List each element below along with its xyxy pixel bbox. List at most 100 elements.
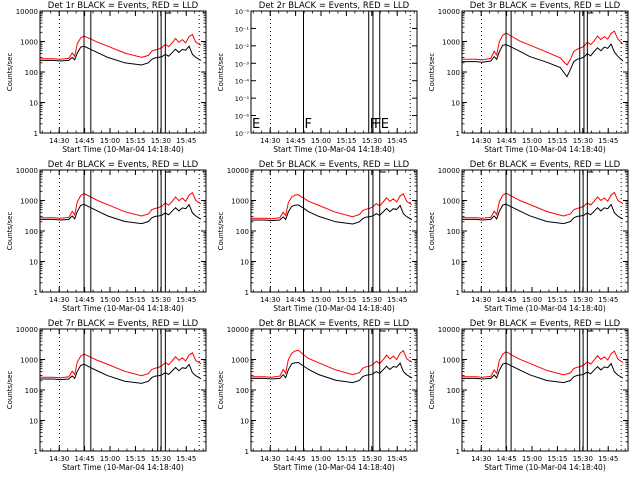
x-tick-label: 15:45 <box>176 296 196 304</box>
chart-panel-4: Det 4r BLACK = Events, RED = LLD 1 10 100 10… <box>6 160 207 313</box>
y-axis-label: Counts/sec <box>428 53 436 92</box>
plot-frame <box>39 328 207 452</box>
y-tick-label: 10 <box>240 259 249 267</box>
chart-title: Det 5r BLACK = Events, RED = LLD <box>259 160 410 170</box>
y-axis-label: Counts/sec <box>6 53 14 92</box>
y-tick-label: 1 <box>456 289 460 297</box>
y-tick-label: 10000 <box>227 167 249 175</box>
chart-title: Det 8r BLACK = Events, RED = LLD <box>259 319 410 329</box>
x-tick-label: 14:45 <box>497 455 517 463</box>
y-tick-label: 10⁻⁷ <box>235 130 250 138</box>
y-tick-label: 10 <box>240 418 249 426</box>
chart-panel-7: Det 7r BLACK = Events, RED = LLD 1 10 100 10… <box>6 319 207 472</box>
y-tick-label: 10⁻⁵ <box>235 95 250 103</box>
y-tick-label: 10⁻⁶ <box>235 8 250 16</box>
y-axis-label: Counts/sec <box>6 371 14 410</box>
x-axis-label: Start Time (10-Mar-04 14:18:40) <box>62 145 184 154</box>
plot-frame <box>39 10 207 134</box>
lld-series-line <box>462 30 624 66</box>
events-series-line <box>40 363 202 384</box>
x-axis-label: Start Time (10-Mar-04 14:18:40) <box>62 463 184 472</box>
lld-series-line <box>40 191 202 219</box>
chart-panel-2: Det 2r BLACK = Events, RED = LLD 10⁻⁶ 10⁻¹… <box>217 1 418 154</box>
flare-flag-label: F <box>370 117 377 132</box>
plot-frame <box>461 328 629 452</box>
y-tick-label: 10⁻³ <box>235 60 250 68</box>
x-tick-label: 15:30 <box>362 137 382 145</box>
x-tick-label: 14:45 <box>75 137 95 145</box>
x-tick-label: 15:15 <box>125 455 145 463</box>
plot-frame <box>461 10 629 134</box>
x-tick-label: 15:45 <box>387 296 407 304</box>
x-tick-label: 14:30 <box>49 296 69 304</box>
events-series-line <box>251 361 413 384</box>
events-series-line <box>462 362 624 384</box>
y-axis-label: Counts/sec <box>6 212 14 251</box>
y-tick-label: 10000 <box>438 326 460 334</box>
plot-frame <box>250 328 418 452</box>
x-axis-label: Start Time (10-Mar-04 14:18:40) <box>273 463 395 472</box>
x-tick-label: 14:45 <box>286 296 306 304</box>
y-tick-label: 10000 <box>227 326 249 334</box>
x-tick-label: 15:00 <box>100 296 120 304</box>
chart-title: Det 9r BLACK = Events, RED = LLD <box>470 319 621 329</box>
y-tick-label: 10⁻⁶ <box>235 113 250 121</box>
y-tick-label: 10⁻² <box>235 43 250 51</box>
x-axis-label: Start Time (10-Mar-04 14:18:40) <box>273 304 395 313</box>
y-tick-label: 10 <box>29 100 38 108</box>
y-tick-label: 10 <box>29 418 38 426</box>
x-tick-label: 15:45 <box>387 455 407 463</box>
y-tick-label: 1000 <box>442 357 460 365</box>
x-tick-label: 15:45 <box>598 455 618 463</box>
events-series-line <box>40 203 202 225</box>
lld-series-line <box>40 33 202 60</box>
x-axis-label: Start Time (10-Mar-04 14:18:40) <box>484 304 606 313</box>
chart-title: Det 3r BLACK = Events, RED = LLD <box>470 1 621 11</box>
y-tick-label: 10000 <box>16 326 38 334</box>
y-tick-label: 1000 <box>442 39 460 47</box>
y-tick-label: 100 <box>236 387 249 395</box>
lld-series-line <box>462 350 624 378</box>
lld-series-line <box>462 191 624 219</box>
x-tick-label: 15:00 <box>100 137 120 145</box>
x-tick-label: 15:00 <box>100 455 120 463</box>
y-tick-label: 1000 <box>231 357 249 365</box>
x-axis-label: Start Time (10-Mar-04 14:18:40) <box>484 145 606 154</box>
x-tick-label: 14:45 <box>75 455 95 463</box>
plot-frame <box>250 169 418 293</box>
x-tick-label: 14:45 <box>286 455 306 463</box>
y-tick-label: 10 <box>451 259 460 267</box>
y-tick-label: 100 <box>236 228 249 236</box>
x-tick-label: 15:30 <box>362 296 382 304</box>
x-tick-label: 15:00 <box>311 455 331 463</box>
chart-title: Det 2r BLACK = Events, RED = LLD <box>259 1 410 11</box>
x-tick-label: 14:30 <box>49 455 69 463</box>
x-tick-label: 14:30 <box>49 137 69 145</box>
x-tick-label: 15:30 <box>573 296 593 304</box>
x-tick-label: 14:45 <box>497 137 517 145</box>
y-tick-label: 10000 <box>438 8 460 16</box>
x-tick-label: 15:15 <box>336 137 356 145</box>
lld-series-line <box>251 349 413 378</box>
y-tick-label: 100 <box>25 387 38 395</box>
y-tick-label: 10000 <box>16 167 38 175</box>
x-tick-label: 15:00 <box>522 137 542 145</box>
y-tick-label: 1 <box>245 289 249 297</box>
y-tick-label: 10000 <box>16 8 38 16</box>
events-series-line <box>251 204 413 225</box>
y-tick-label: 1 <box>34 130 38 138</box>
x-tick-label: 14:30 <box>471 296 491 304</box>
y-tick-label: 10 <box>451 100 460 108</box>
x-tick-label: 15:45 <box>598 296 618 304</box>
x-tick-label: 15:45 <box>176 455 196 463</box>
flare-flag-label: F <box>305 117 312 132</box>
chart-panel-6: Det 6r BLACK = Events, RED = LLD 1 10 100 10… <box>428 160 629 313</box>
y-tick-label: 10000 <box>438 167 460 175</box>
lld-series-line <box>251 193 413 220</box>
y-tick-label: 100 <box>447 69 460 77</box>
x-axis-label: Start Time (10-Mar-04 14:18:40) <box>484 463 606 472</box>
x-tick-label: 15:00 <box>311 137 331 145</box>
x-tick-label: 14:45 <box>75 296 95 304</box>
x-tick-label: 14:45 <box>286 137 306 145</box>
